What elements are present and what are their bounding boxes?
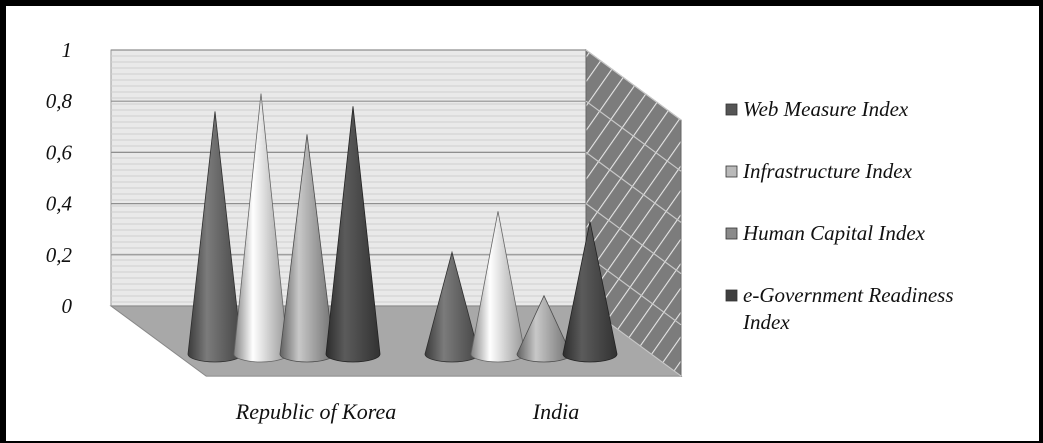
- legend-label: Web Measure Index: [743, 97, 909, 121]
- y-tick-label: 1: [62, 38, 73, 62]
- cone-chart: 0 0,2 0,4 0,6 0,8 1 Republic of Korea India We…: [46, 38, 954, 424]
- x-category-label: Republic of Korea: [235, 399, 397, 424]
- x-axis-categories: Republic of Korea India: [235, 399, 579, 424]
- y-tick-label: 0,4: [46, 192, 73, 216]
- legend-swatch: [725, 165, 738, 178]
- cone-e-government-readiness-index-republic-of-korea: [325, 106, 381, 363]
- cone-e-government-readiness-index-india: [562, 221, 618, 363]
- side-gridline: [585, 49, 682, 121]
- legend-swatch: [725, 103, 738, 116]
- chart-frame: 0 0,2 0,4 0,6 0,8 1 Republic of Korea India We…: [6, 6, 1039, 441]
- legend-label: Human Capital Index: [742, 221, 926, 245]
- side-gridline: [585, 203, 682, 275]
- legend-label: Infrastructure Index: [742, 159, 913, 183]
- cone-series: [187, 93, 618, 363]
- y-tick-label: 0,2: [46, 243, 73, 267]
- legend-swatch: [725, 289, 738, 302]
- legend: Web Measure Index Infrastructure Index Hum…: [725, 97, 954, 334]
- y-tick-label: 0,8: [46, 89, 73, 113]
- y-tick-label: 0: [62, 294, 73, 318]
- side-gridline: [585, 254, 682, 326]
- side-gridline: [585, 100, 682, 172]
- legend-swatch: [725, 227, 738, 240]
- legend-label: e-Government Readiness Index: [742, 283, 954, 334]
- x-category-label: India: [532, 399, 579, 424]
- y-tick-label: 0,6: [46, 140, 73, 164]
- side-gridline: [585, 151, 682, 223]
